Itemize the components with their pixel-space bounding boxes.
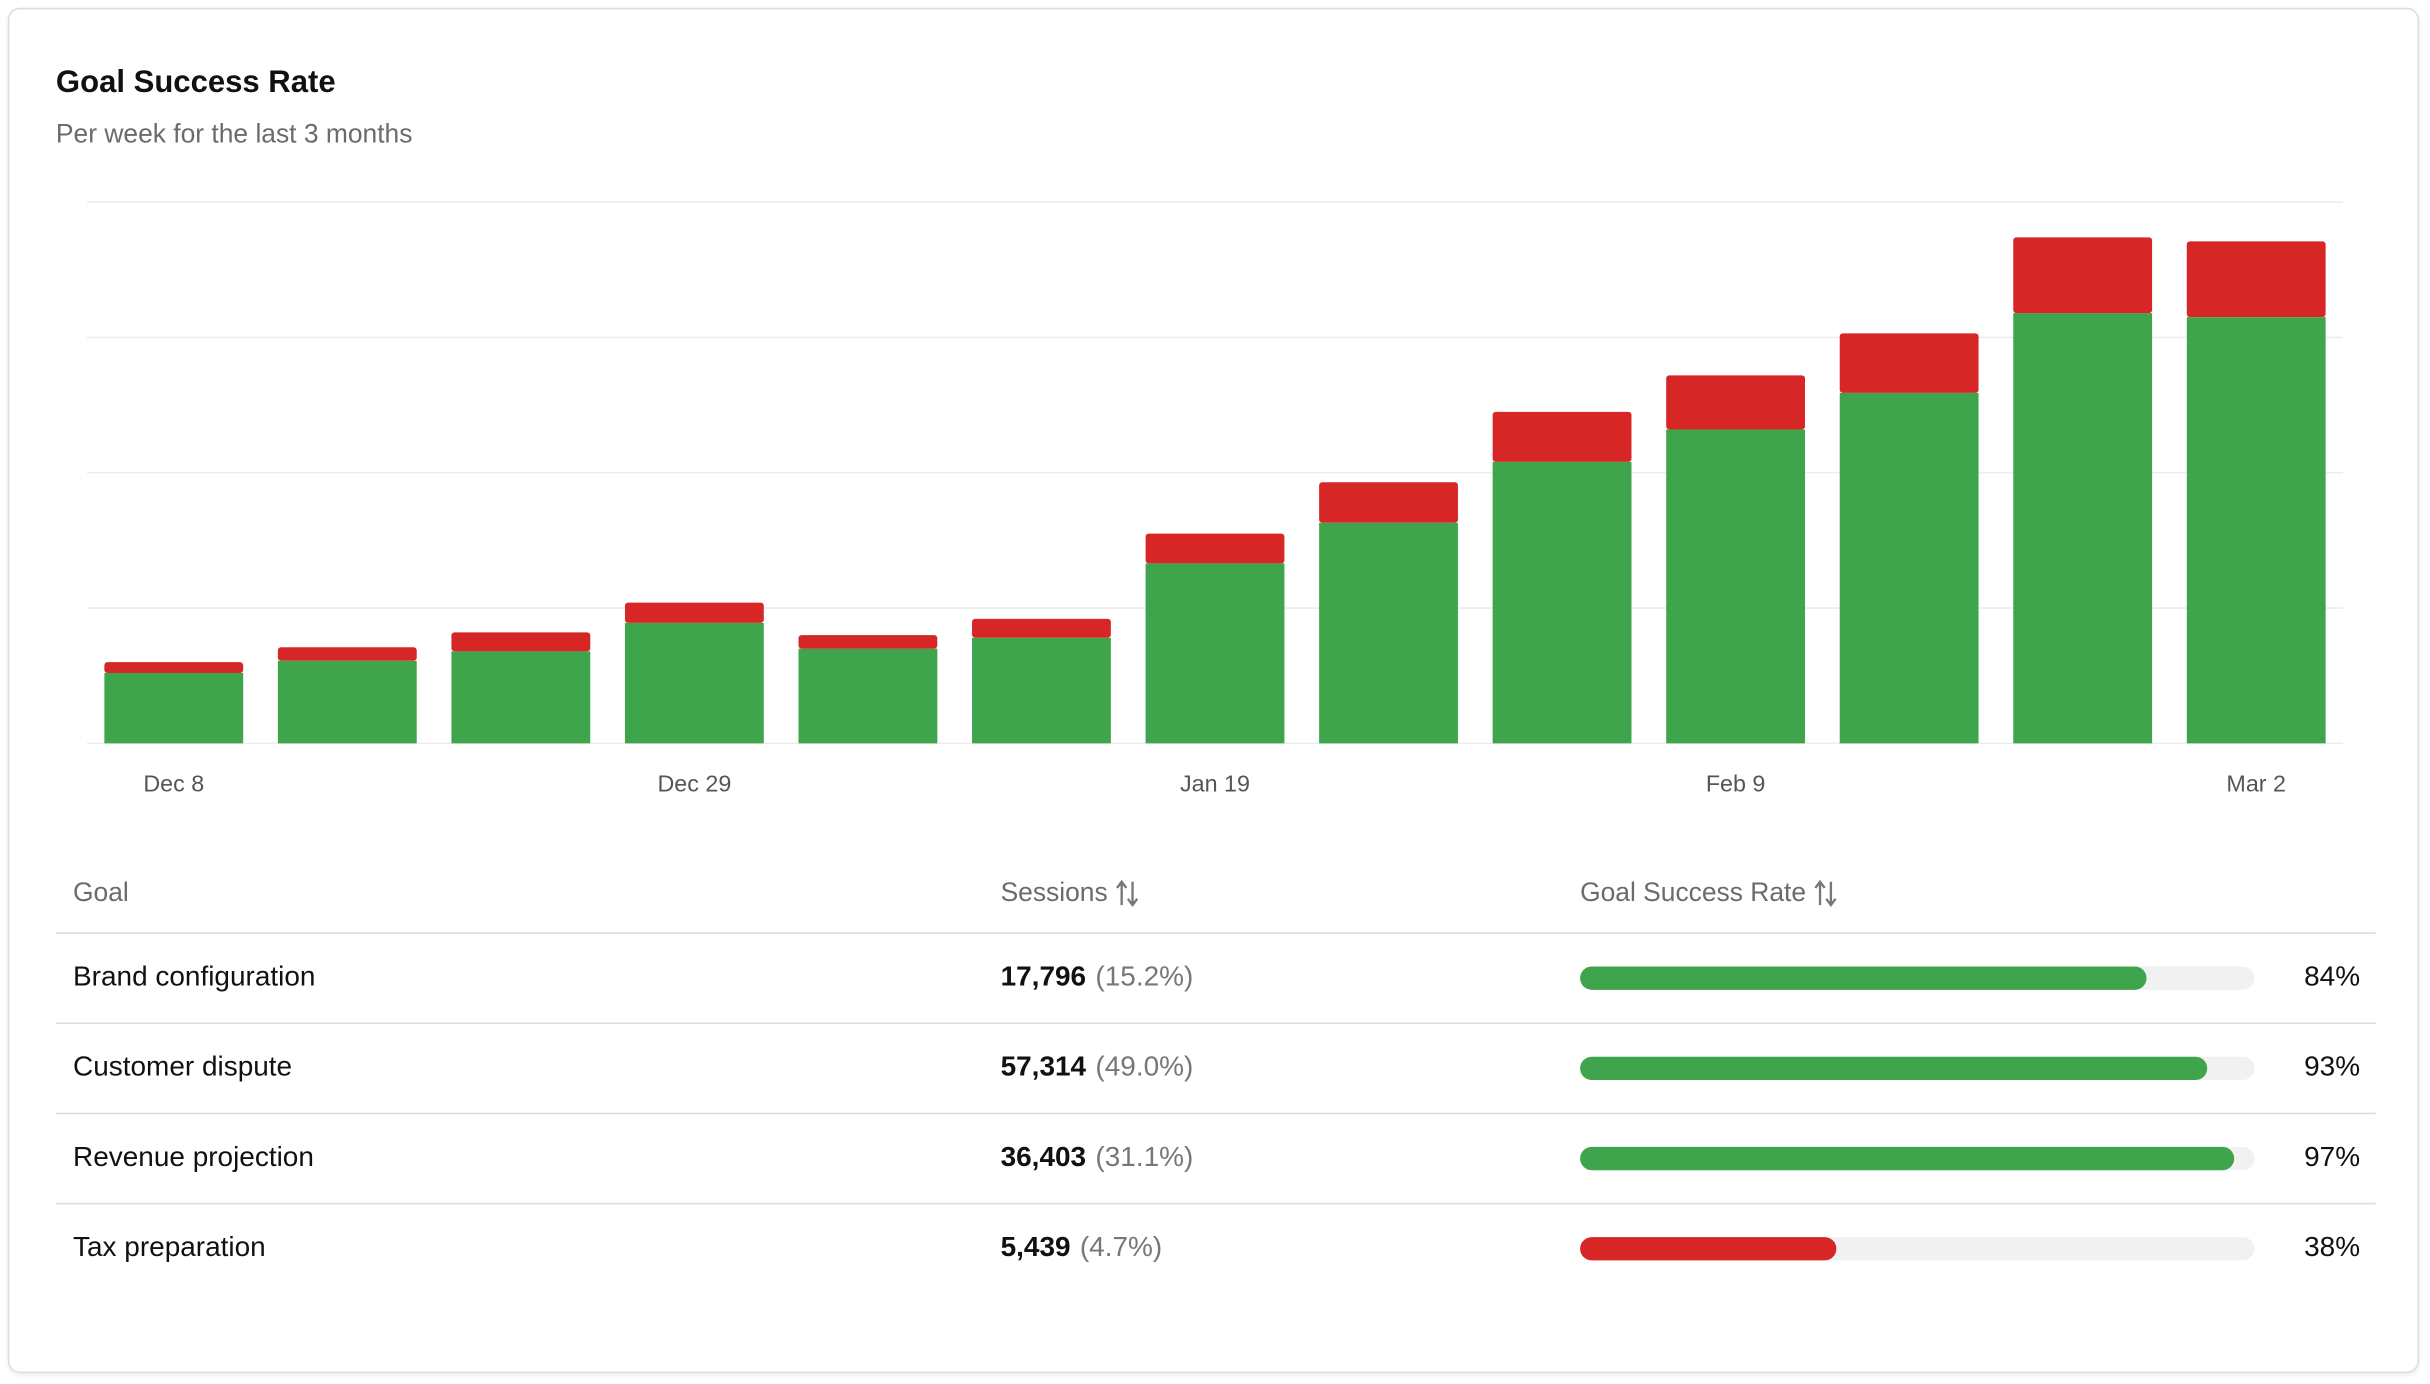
bar-segment[interactable] [972, 637, 1111, 744]
sessions-share: (4.7%) [1080, 1231, 1162, 1262]
bar-segment[interactable] [451, 632, 591, 652]
x-tick-label: Feb 9 [1706, 770, 1766, 796]
sort-icon[interactable] [1116, 879, 1139, 908]
bar-segment[interactable] [2013, 237, 2153, 314]
bar-segment[interactable] [1492, 411, 1632, 462]
chart-subtitle: Per week for the last 3 months [56, 118, 412, 148]
bar-segment[interactable] [1319, 522, 1458, 744]
rate-bar [1580, 1237, 1837, 1261]
bar-segment[interactable] [1145, 563, 1285, 744]
sessions: 5,439 [1001, 1231, 1071, 1262]
bar-segment[interactable] [2013, 313, 2153, 744]
goal-name: Tax preparation [73, 1231, 266, 1262]
bar-segment[interactable] [104, 672, 244, 744]
bar-segment[interactable] [624, 602, 764, 623]
rate-label: 97% [2304, 1141, 2360, 1172]
goal-name: Customer dispute [73, 1051, 292, 1082]
x-tick-label: Dec 29 [657, 770, 731, 796]
bar-segment[interactable] [1492, 461, 1632, 744]
column-header[interactable]: Goal Success Rate [1580, 877, 1806, 907]
sessions: 17,796 [1001, 961, 1087, 992]
x-tick-label: Dec 8 [143, 770, 204, 796]
sessions-share: (31.1%) [1095, 1141, 1193, 1172]
bar-segment[interactable] [1839, 333, 1979, 393]
rate-bar [1580, 966, 2147, 990]
card [7, 7, 2420, 1374]
sessions-share: (15.2%) [1095, 961, 1193, 992]
rate-bar [1580, 1056, 2208, 1081]
rate-label: 38% [2304, 1231, 2360, 1262]
bar-segment[interactable] [798, 635, 938, 649]
rate-label: 84% [2304, 961, 2360, 992]
sessions: 36,403 [1001, 1141, 1087, 1172]
column-header: Goal [73, 877, 129, 907]
rate-label: 93% [2304, 1051, 2360, 1082]
sessions: 57,314 [1001, 1051, 1087, 1082]
goal-name: Brand configuration [73, 961, 315, 992]
bar-segment[interactable] [277, 647, 417, 661]
bar-segment[interactable] [798, 648, 938, 744]
bar-segment[interactable] [1145, 533, 1285, 564]
bar-segment[interactable] [104, 662, 244, 673]
bar-segment[interactable] [624, 622, 764, 744]
bar-segment[interactable] [451, 651, 591, 744]
x-tick-label: Jan 19 [1180, 770, 1250, 796]
goal-name: Revenue projection [73, 1141, 314, 1172]
column-header[interactable]: Sessions [1001, 877, 1108, 907]
sessions-share: (49.0%) [1095, 1051, 1193, 1082]
bar-segment[interactable] [1319, 482, 1458, 523]
bar-segment[interactable] [1839, 392, 1979, 744]
bar-segment[interactable] [1666, 429, 1806, 744]
x-tick-label: Mar 2 [2226, 770, 2286, 796]
rate-bar [1580, 1146, 2235, 1171]
bar-segment[interactable] [972, 618, 1111, 638]
chart-title: Goal Success Rate [56, 64, 336, 99]
bar-segment[interactable] [1666, 375, 1806, 430]
bar-segment[interactable] [277, 660, 417, 744]
bar-segment[interactable] [2186, 241, 2326, 318]
bar-segment[interactable] [2186, 317, 2326, 744]
sort-icon[interactable] [1814, 879, 1837, 908]
